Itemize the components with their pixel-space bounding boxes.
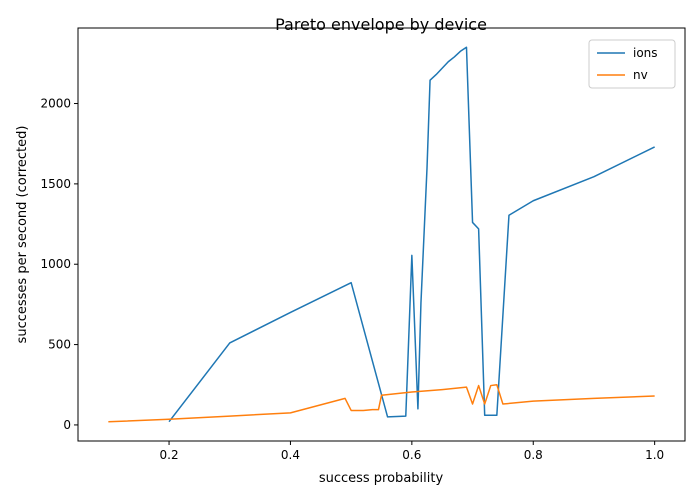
legend-label-nv: nv: [633, 68, 648, 82]
axes-frame: [77, 27, 686, 442]
plot-lines: [108, 46, 655, 423]
x-tick-label: 0.6: [402, 448, 421, 462]
x-axis-ticks: 0.2 0.4 0.6 0.8 1.0: [160, 441, 664, 462]
x-tick-label: 0.8: [524, 448, 543, 462]
y-axis-label: successes per second (corrected): [15, 126, 30, 344]
legend-label-ions: ions: [633, 46, 658, 60]
x-tick-label: 0.2: [160, 448, 179, 462]
x-axis-label: success probability: [319, 471, 444, 486]
x-tick-label: 0.4: [281, 448, 300, 462]
legend-box: [588, 39, 676, 89]
series-line-ions: [168, 46, 655, 423]
x-tick-label: 1.0: [645, 448, 664, 462]
y-tick-label: 1000: [40, 257, 71, 271]
y-tick-label: 1500: [40, 177, 71, 191]
y-tick-label: 2000: [40, 97, 71, 111]
y-axis-ticks: 0 500 1000 1500 2000: [40, 97, 78, 432]
chart-title: Pareto envelope by device: [275, 15, 487, 34]
legend: ions nv: [588, 39, 676, 89]
series-line-nv: [108, 384, 655, 423]
y-tick-label: 500: [48, 338, 71, 352]
y-tick-label: 0: [63, 418, 71, 432]
